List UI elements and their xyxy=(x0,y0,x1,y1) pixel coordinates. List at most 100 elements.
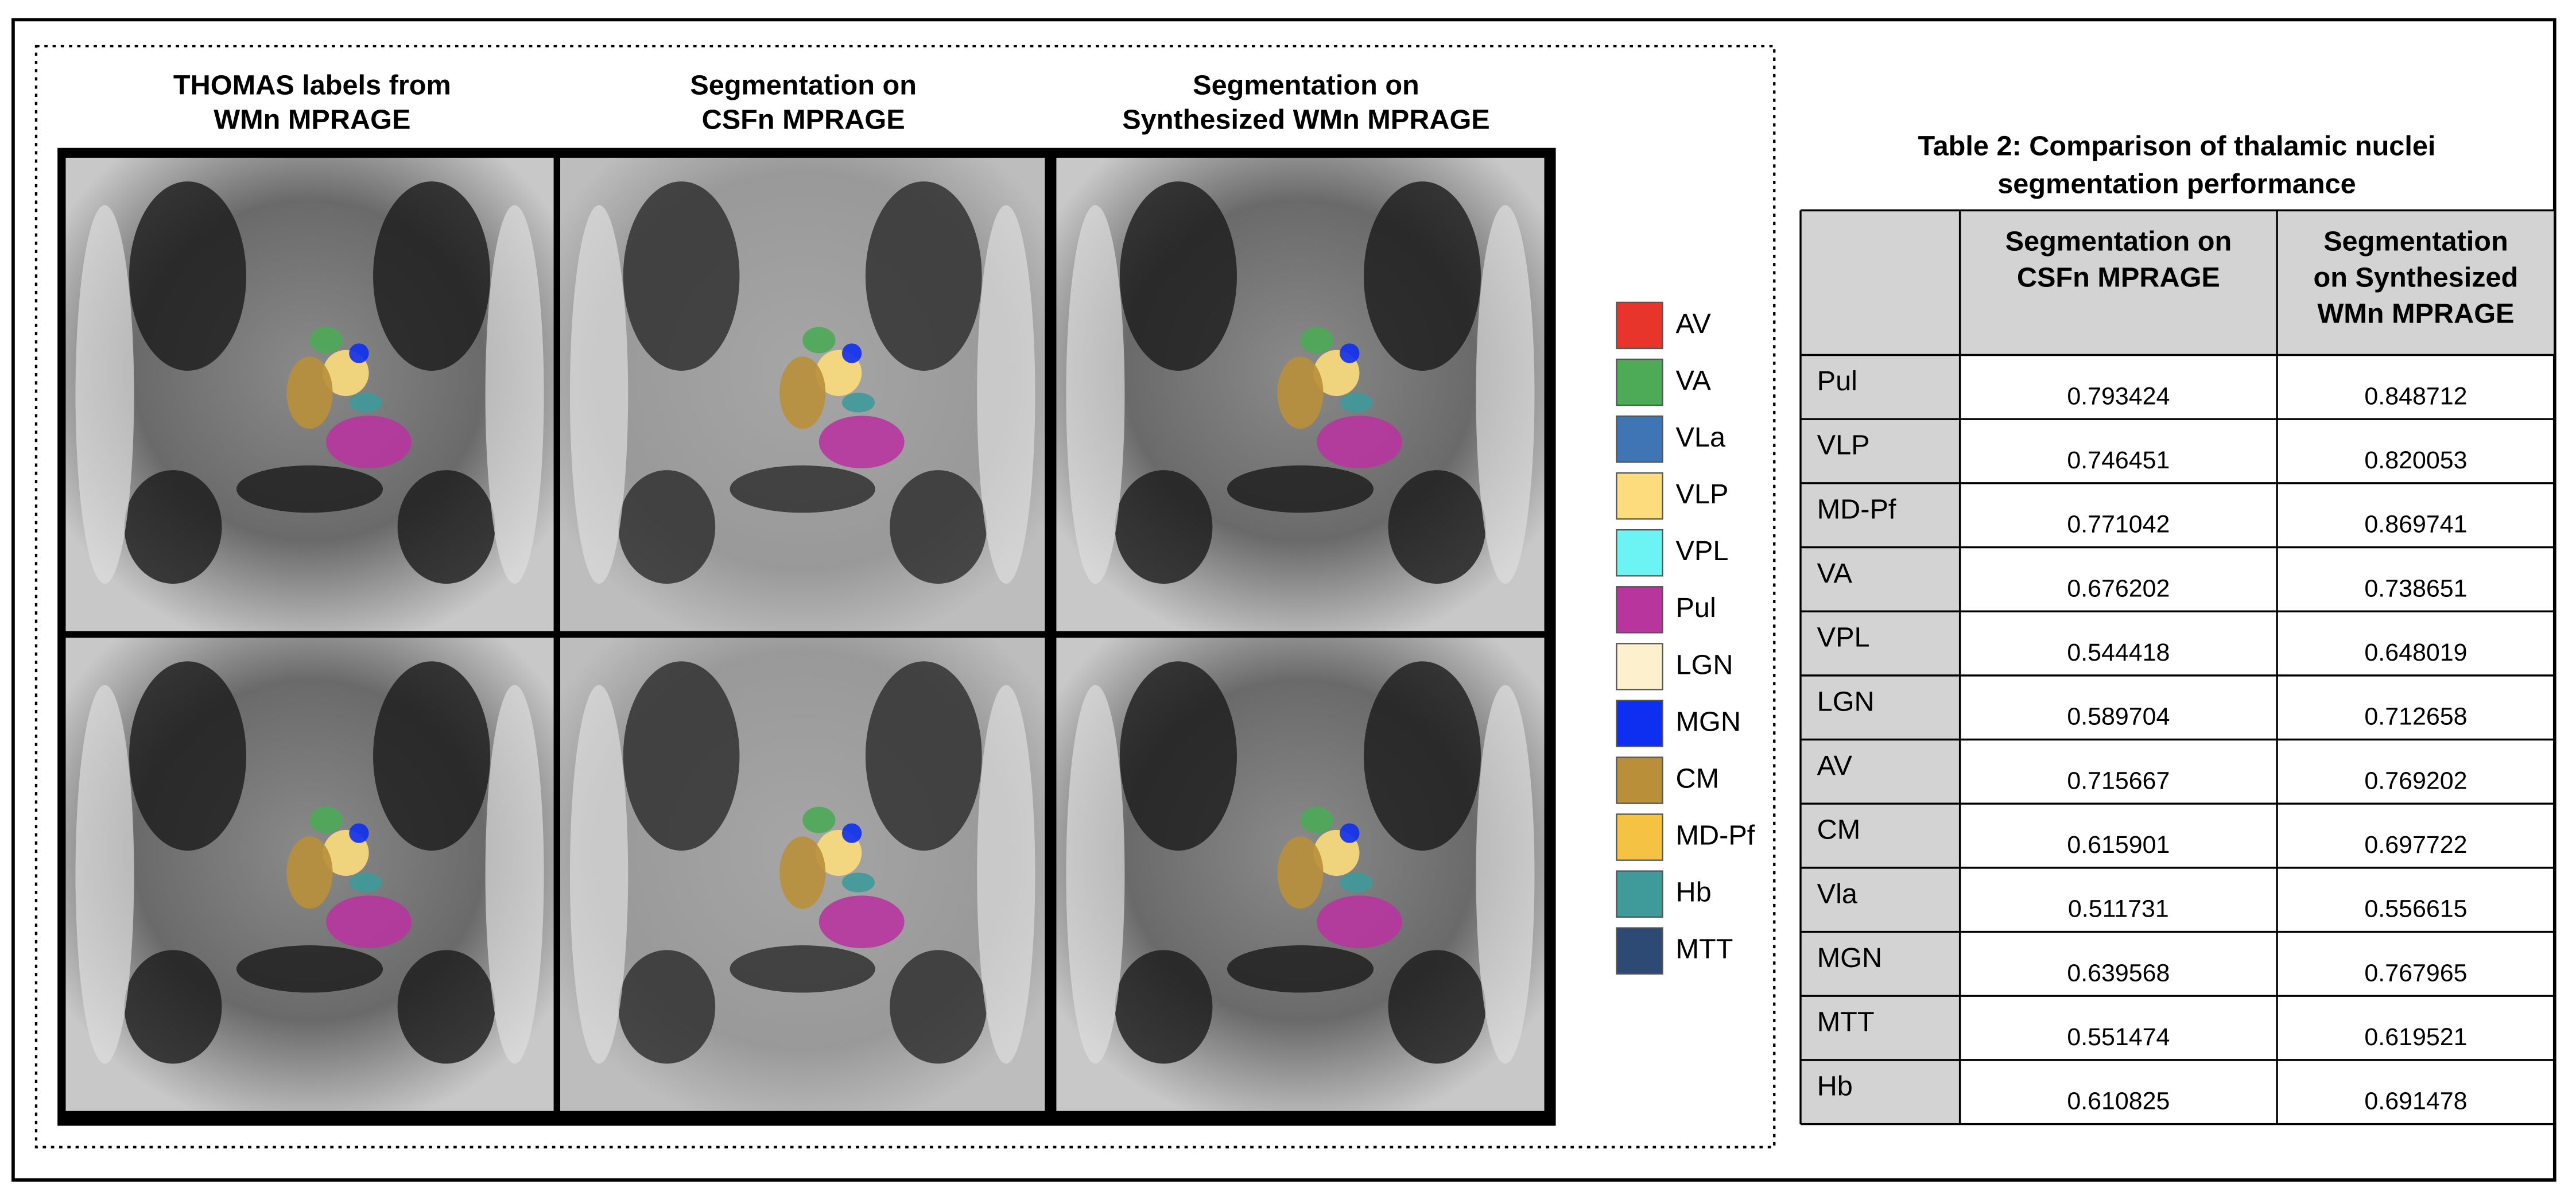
ventricle xyxy=(1227,465,1374,513)
nucleus xyxy=(1340,393,1373,413)
value-cell: 0.619521 xyxy=(2364,1023,2467,1051)
value-cell: 0.769202 xyxy=(2364,767,2467,794)
mri-slice xyxy=(1056,157,1545,631)
nucleus xyxy=(349,393,382,413)
legend-swatch xyxy=(1616,700,1663,747)
value-cell: 0.697722 xyxy=(2364,831,2467,859)
nucleus xyxy=(349,872,382,892)
ventricle xyxy=(373,181,491,371)
table-title: Table 2: Comparison of thalamic nuclei xyxy=(1918,131,2436,162)
ventricle xyxy=(129,181,247,371)
ventricle xyxy=(890,950,987,1064)
legend-swatch xyxy=(1616,586,1663,634)
nucleus xyxy=(1317,416,1402,468)
row-label: CM xyxy=(1817,814,1861,845)
mri-slice xyxy=(1056,637,1545,1111)
value-cell: 0.820053 xyxy=(2364,447,2467,474)
row-label: MD-Pf xyxy=(1817,494,1896,525)
value-cell: 0.869741 xyxy=(2364,511,2467,538)
nucleus xyxy=(1317,895,1402,949)
legend-swatch xyxy=(1616,472,1663,520)
nucleus xyxy=(349,823,369,843)
white-matter xyxy=(977,685,1035,1064)
nucleus xyxy=(326,416,412,468)
row-label: VLP xyxy=(1817,430,1870,461)
ventricle xyxy=(373,661,491,851)
legend-label: LGN xyxy=(1675,649,1733,680)
legend-label: VLa xyxy=(1675,422,1725,453)
ventricle xyxy=(1115,950,1213,1064)
header-cell: WMn MPRAGE xyxy=(2317,298,2514,329)
ventricle xyxy=(397,470,495,584)
legend-label: CM xyxy=(1675,763,1719,794)
header-cell: Segmentation on xyxy=(2005,226,2232,257)
row-label: LGN xyxy=(1817,686,1875,717)
row-label: Pul xyxy=(1817,366,1857,397)
value-cell: 0.639568 xyxy=(2067,959,2170,987)
nucleus xyxy=(1340,872,1373,892)
nucleus xyxy=(1340,823,1360,843)
figure-border xyxy=(34,45,1776,1148)
white-matter xyxy=(569,685,629,1064)
white-matter xyxy=(485,685,544,1064)
ventricle xyxy=(124,470,222,584)
mri-slice xyxy=(560,637,1045,1111)
white-matter xyxy=(75,205,134,584)
ventricle xyxy=(865,181,982,371)
row-label: VPL xyxy=(1817,622,1870,653)
row-label: Vla xyxy=(1817,878,1858,909)
ventricle xyxy=(1388,470,1486,584)
nucleus xyxy=(841,872,875,892)
value-cell: 0.511731 xyxy=(2068,895,2169,923)
legend-swatch xyxy=(1616,301,1663,350)
column-title: THOMAS labels from xyxy=(173,70,451,101)
white-matter xyxy=(977,205,1035,584)
nucleus xyxy=(1340,343,1360,363)
legend-label: VPL xyxy=(1675,535,1728,566)
legend-swatch xyxy=(1616,643,1663,690)
value-cell: 0.551474 xyxy=(2067,1023,2170,1051)
legend-label: VLP xyxy=(1675,479,1728,510)
value-cell: 0.848712 xyxy=(2364,382,2467,410)
white-matter xyxy=(75,685,134,1064)
legend-swatch xyxy=(1616,529,1663,577)
nucleus xyxy=(1300,327,1333,354)
nucleus xyxy=(309,806,343,833)
legend-label: MD-Pf xyxy=(1675,820,1755,851)
value-cell: 0.544418 xyxy=(2067,639,2170,666)
nucleus xyxy=(309,327,343,354)
value-cell: 0.738651 xyxy=(2364,575,2467,602)
column-title: CSFn MPRAGE xyxy=(702,104,905,135)
mri-slice xyxy=(65,637,554,1111)
ventricle xyxy=(730,945,875,993)
mri-slice xyxy=(560,157,1045,631)
value-cell: 0.610825 xyxy=(2067,1088,2170,1115)
nucleus xyxy=(818,416,905,468)
nucleus xyxy=(802,327,836,354)
legend-label: Hb xyxy=(1675,877,1711,908)
ventricle xyxy=(618,950,716,1064)
nucleus xyxy=(1277,356,1324,429)
column-title: Segmentation on xyxy=(690,70,917,101)
legend-swatch xyxy=(1616,756,1663,804)
ventricle xyxy=(1363,181,1481,371)
column-title: Segmentation on xyxy=(1193,70,1419,101)
ventricle xyxy=(1227,945,1374,993)
white-matter xyxy=(1476,685,1535,1064)
nucleus xyxy=(779,356,826,429)
mri-slice xyxy=(65,157,554,631)
nucleus xyxy=(841,343,862,363)
ventricle xyxy=(890,470,987,584)
legend-swatch xyxy=(1616,358,1663,406)
value-cell: 0.648019 xyxy=(2364,639,2467,666)
column-title: Synthesized WMn MPRAGE xyxy=(1122,104,1490,135)
legend-swatch xyxy=(1616,927,1663,975)
value-cell: 0.691478 xyxy=(2364,1088,2467,1115)
row-label: AV xyxy=(1817,750,1853,781)
white-matter xyxy=(1476,205,1535,584)
nucleus xyxy=(841,823,862,843)
nucleus xyxy=(349,343,369,363)
nucleus xyxy=(1277,836,1324,909)
